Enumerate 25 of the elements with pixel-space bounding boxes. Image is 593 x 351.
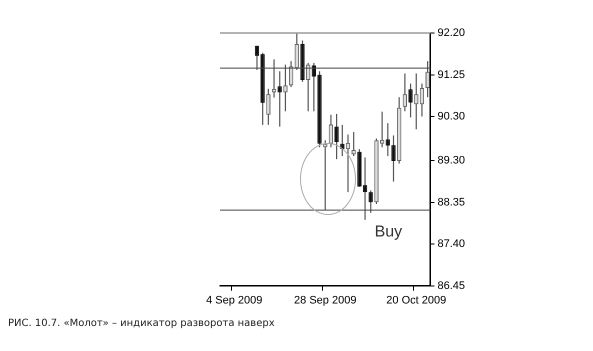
- candlestick: [368, 190, 373, 214]
- y-tick-label: 92.20: [437, 27, 466, 40]
- candlestick: [323, 140, 328, 211]
- candlestick: [402, 72, 408, 112]
- y-tick-label: 91.25: [437, 68, 466, 81]
- y-tick-label: 90.30: [437, 110, 466, 123]
- candlestick: [266, 88, 270, 126]
- y-tick-label: 87.40: [437, 238, 466, 250]
- x-tick-label: 4 Sep 2009: [206, 294, 262, 306]
- candlestick: [312, 62, 316, 112]
- text: РИС. 10.7. «Молот» – индикатор разворота наверх: [8, 318, 275, 329]
- candlestick: [306, 62, 310, 112]
- y-tick-label: 89.30: [437, 154, 466, 167]
- candlestick: [352, 131, 356, 157]
- ref-line-label: Buy: [374, 224, 402, 241]
- candlestick: [425, 60, 430, 98]
- y-tick-label: 86.45: [437, 280, 466, 292]
- candlestick: [294, 32, 299, 71]
- candlestick: [278, 70, 282, 128]
- candlestick: [414, 72, 418, 130]
- candlestick: [386, 122, 390, 157]
- y-tick-label: 88.35: [437, 196, 466, 208]
- x-tick-label: 20 Oct 2009: [386, 294, 446, 306]
- candlestick: [391, 134, 396, 182]
- x-tick-label: 28 Sep 2009: [294, 294, 356, 306]
